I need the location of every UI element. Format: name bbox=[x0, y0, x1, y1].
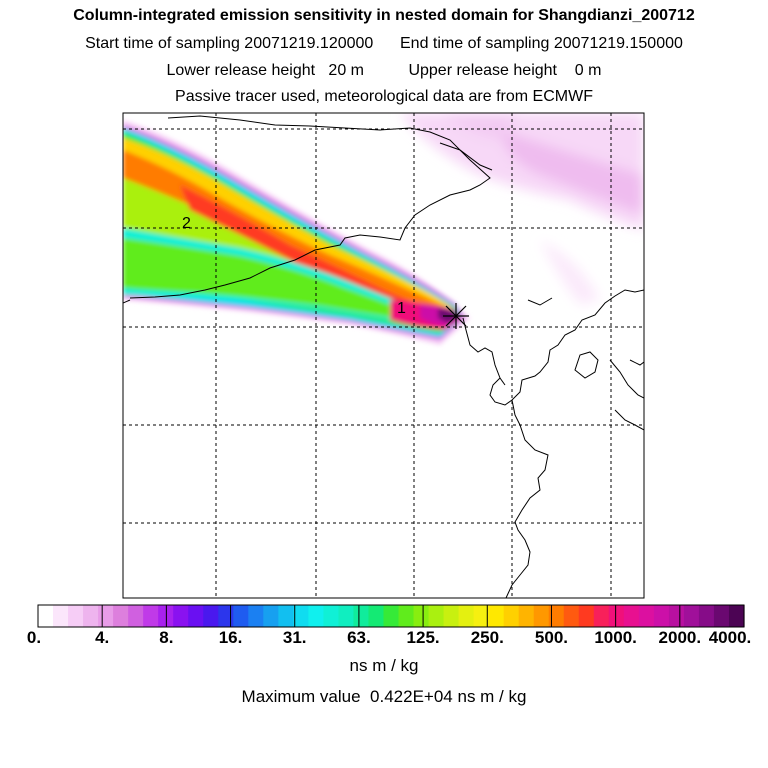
colorbar-frame bbox=[37, 604, 745, 628]
colorbar-tick-label: 4000. bbox=[708, 628, 752, 647]
emission-plume bbox=[123, 120, 470, 345]
colorbar-cell bbox=[323, 605, 340, 627]
colorbar-tick-label: 500. bbox=[534, 628, 568, 647]
colorbar-cell bbox=[503, 605, 520, 627]
colorbar-cell bbox=[38, 605, 54, 627]
colorbar-cell bbox=[428, 605, 445, 627]
start-value: 20071219.120000 bbox=[244, 35, 374, 52]
lat-lon-grid bbox=[123, 113, 644, 598]
colorbar-ticks bbox=[37, 605, 745, 627]
colorbar-tick-label: 125. bbox=[406, 628, 440, 647]
colorbar-cell bbox=[593, 605, 610, 627]
colorbar-cell bbox=[563, 605, 580, 627]
colorbar-cell bbox=[128, 605, 144, 627]
upper-value: 0 m bbox=[574, 62, 602, 79]
colorbar-cells bbox=[38, 605, 745, 627]
max-label: Maximum value bbox=[241, 687, 361, 706]
colorbar-cell bbox=[623, 605, 640, 627]
colorbar-cell bbox=[638, 605, 655, 627]
colorbar-cell bbox=[53, 605, 69, 627]
colorbar-cell bbox=[203, 605, 219, 627]
map-content: 2 1 bbox=[123, 113, 644, 598]
colorbar-cell bbox=[608, 605, 625, 627]
upper-label: Upper release height bbox=[408, 62, 557, 79]
colorbar-cell bbox=[683, 605, 700, 627]
colorbar-cell bbox=[278, 605, 294, 627]
contour-label-1: 1 bbox=[397, 300, 406, 317]
colorbar-cell bbox=[143, 605, 159, 627]
lower-value: 20 m bbox=[328, 62, 364, 79]
colorbar-cell bbox=[308, 605, 325, 627]
release-site-marker-icon bbox=[443, 303, 469, 329]
colorbar-tick-label: 8. bbox=[159, 628, 174, 647]
maximum-value-line: Maximum value 0.422E+04 ns m / kg bbox=[0, 687, 768, 707]
plot-title: Column-integrated emission sensitivity i… bbox=[73, 7, 695, 24]
colorbar-cell bbox=[413, 605, 430, 627]
colorbar-tick-label: 16. bbox=[218, 628, 243, 647]
colorbar-cell bbox=[728, 605, 745, 627]
background-sensitivity-field bbox=[400, 113, 644, 305]
colorbar-cell bbox=[443, 605, 460, 627]
end-value: 20071219.150000 bbox=[553, 35, 683, 52]
colorbar-cell bbox=[458, 605, 475, 627]
colorbar-cell bbox=[188, 605, 204, 627]
lower-label: Lower release height bbox=[166, 62, 316, 79]
colorbar-cell bbox=[668, 605, 685, 627]
colorbar-tick-label: 1000. bbox=[594, 628, 637, 647]
start-label: Start time of sampling bbox=[85, 35, 240, 52]
colorbar-cell bbox=[353, 605, 370, 627]
colorbar-cell bbox=[98, 605, 114, 627]
colorbar-cell bbox=[68, 605, 84, 627]
colorbar-cell bbox=[578, 605, 595, 627]
release-heights: Lower release height 20 m Upper release … bbox=[0, 61, 768, 81]
map-frame bbox=[122, 112, 645, 599]
colorbar-cell bbox=[653, 605, 670, 627]
colorbar-tick-label: 63. bbox=[347, 628, 371, 647]
tracer-note: Passive tracer used, meteorological data… bbox=[175, 88, 593, 105]
colorbar-cell bbox=[488, 605, 505, 627]
colorbar-cell bbox=[548, 605, 565, 627]
contour-label-2: 2 bbox=[182, 215, 191, 232]
colorbar-cell bbox=[383, 605, 400, 627]
colorbar-tick-label: 250. bbox=[470, 628, 504, 647]
colorbar-cell bbox=[113, 605, 129, 627]
coastlines-borders bbox=[123, 115, 644, 598]
colorbar-tick-label: 0. bbox=[26, 628, 42, 647]
colorbar-cell bbox=[233, 605, 249, 627]
colorbar-cell bbox=[263, 605, 279, 627]
colorbar-cell bbox=[713, 605, 730, 627]
colorbar-cell bbox=[518, 605, 535, 627]
colorbar-cell bbox=[533, 605, 550, 627]
colorbar-tick-label: 4. bbox=[95, 628, 110, 647]
colorbar-cell bbox=[473, 605, 490, 627]
colorbar-cell bbox=[218, 605, 234, 627]
colorbar-unit: ns m / kg bbox=[349, 656, 419, 675]
colorbar-cell bbox=[338, 605, 355, 627]
colorbar-tick-label: 2000. bbox=[658, 628, 702, 647]
max-unit: ns m / kg bbox=[457, 687, 527, 706]
colorbar-tick-label: 31. bbox=[282, 628, 307, 647]
colorbar-cell bbox=[293, 605, 309, 627]
colorbar-cell bbox=[698, 605, 715, 627]
colorbar-cell bbox=[248, 605, 264, 627]
colorbar-cell bbox=[368, 605, 385, 627]
colorbar-cell bbox=[83, 605, 99, 627]
colorbar-cell bbox=[398, 605, 415, 627]
colorbar-cell bbox=[173, 605, 189, 627]
sampling-times: Start time of sampling 20071219.120000 E… bbox=[0, 34, 768, 54]
max-value: 0.422E+04 bbox=[370, 687, 453, 706]
end-label: End time of sampling bbox=[400, 35, 550, 52]
